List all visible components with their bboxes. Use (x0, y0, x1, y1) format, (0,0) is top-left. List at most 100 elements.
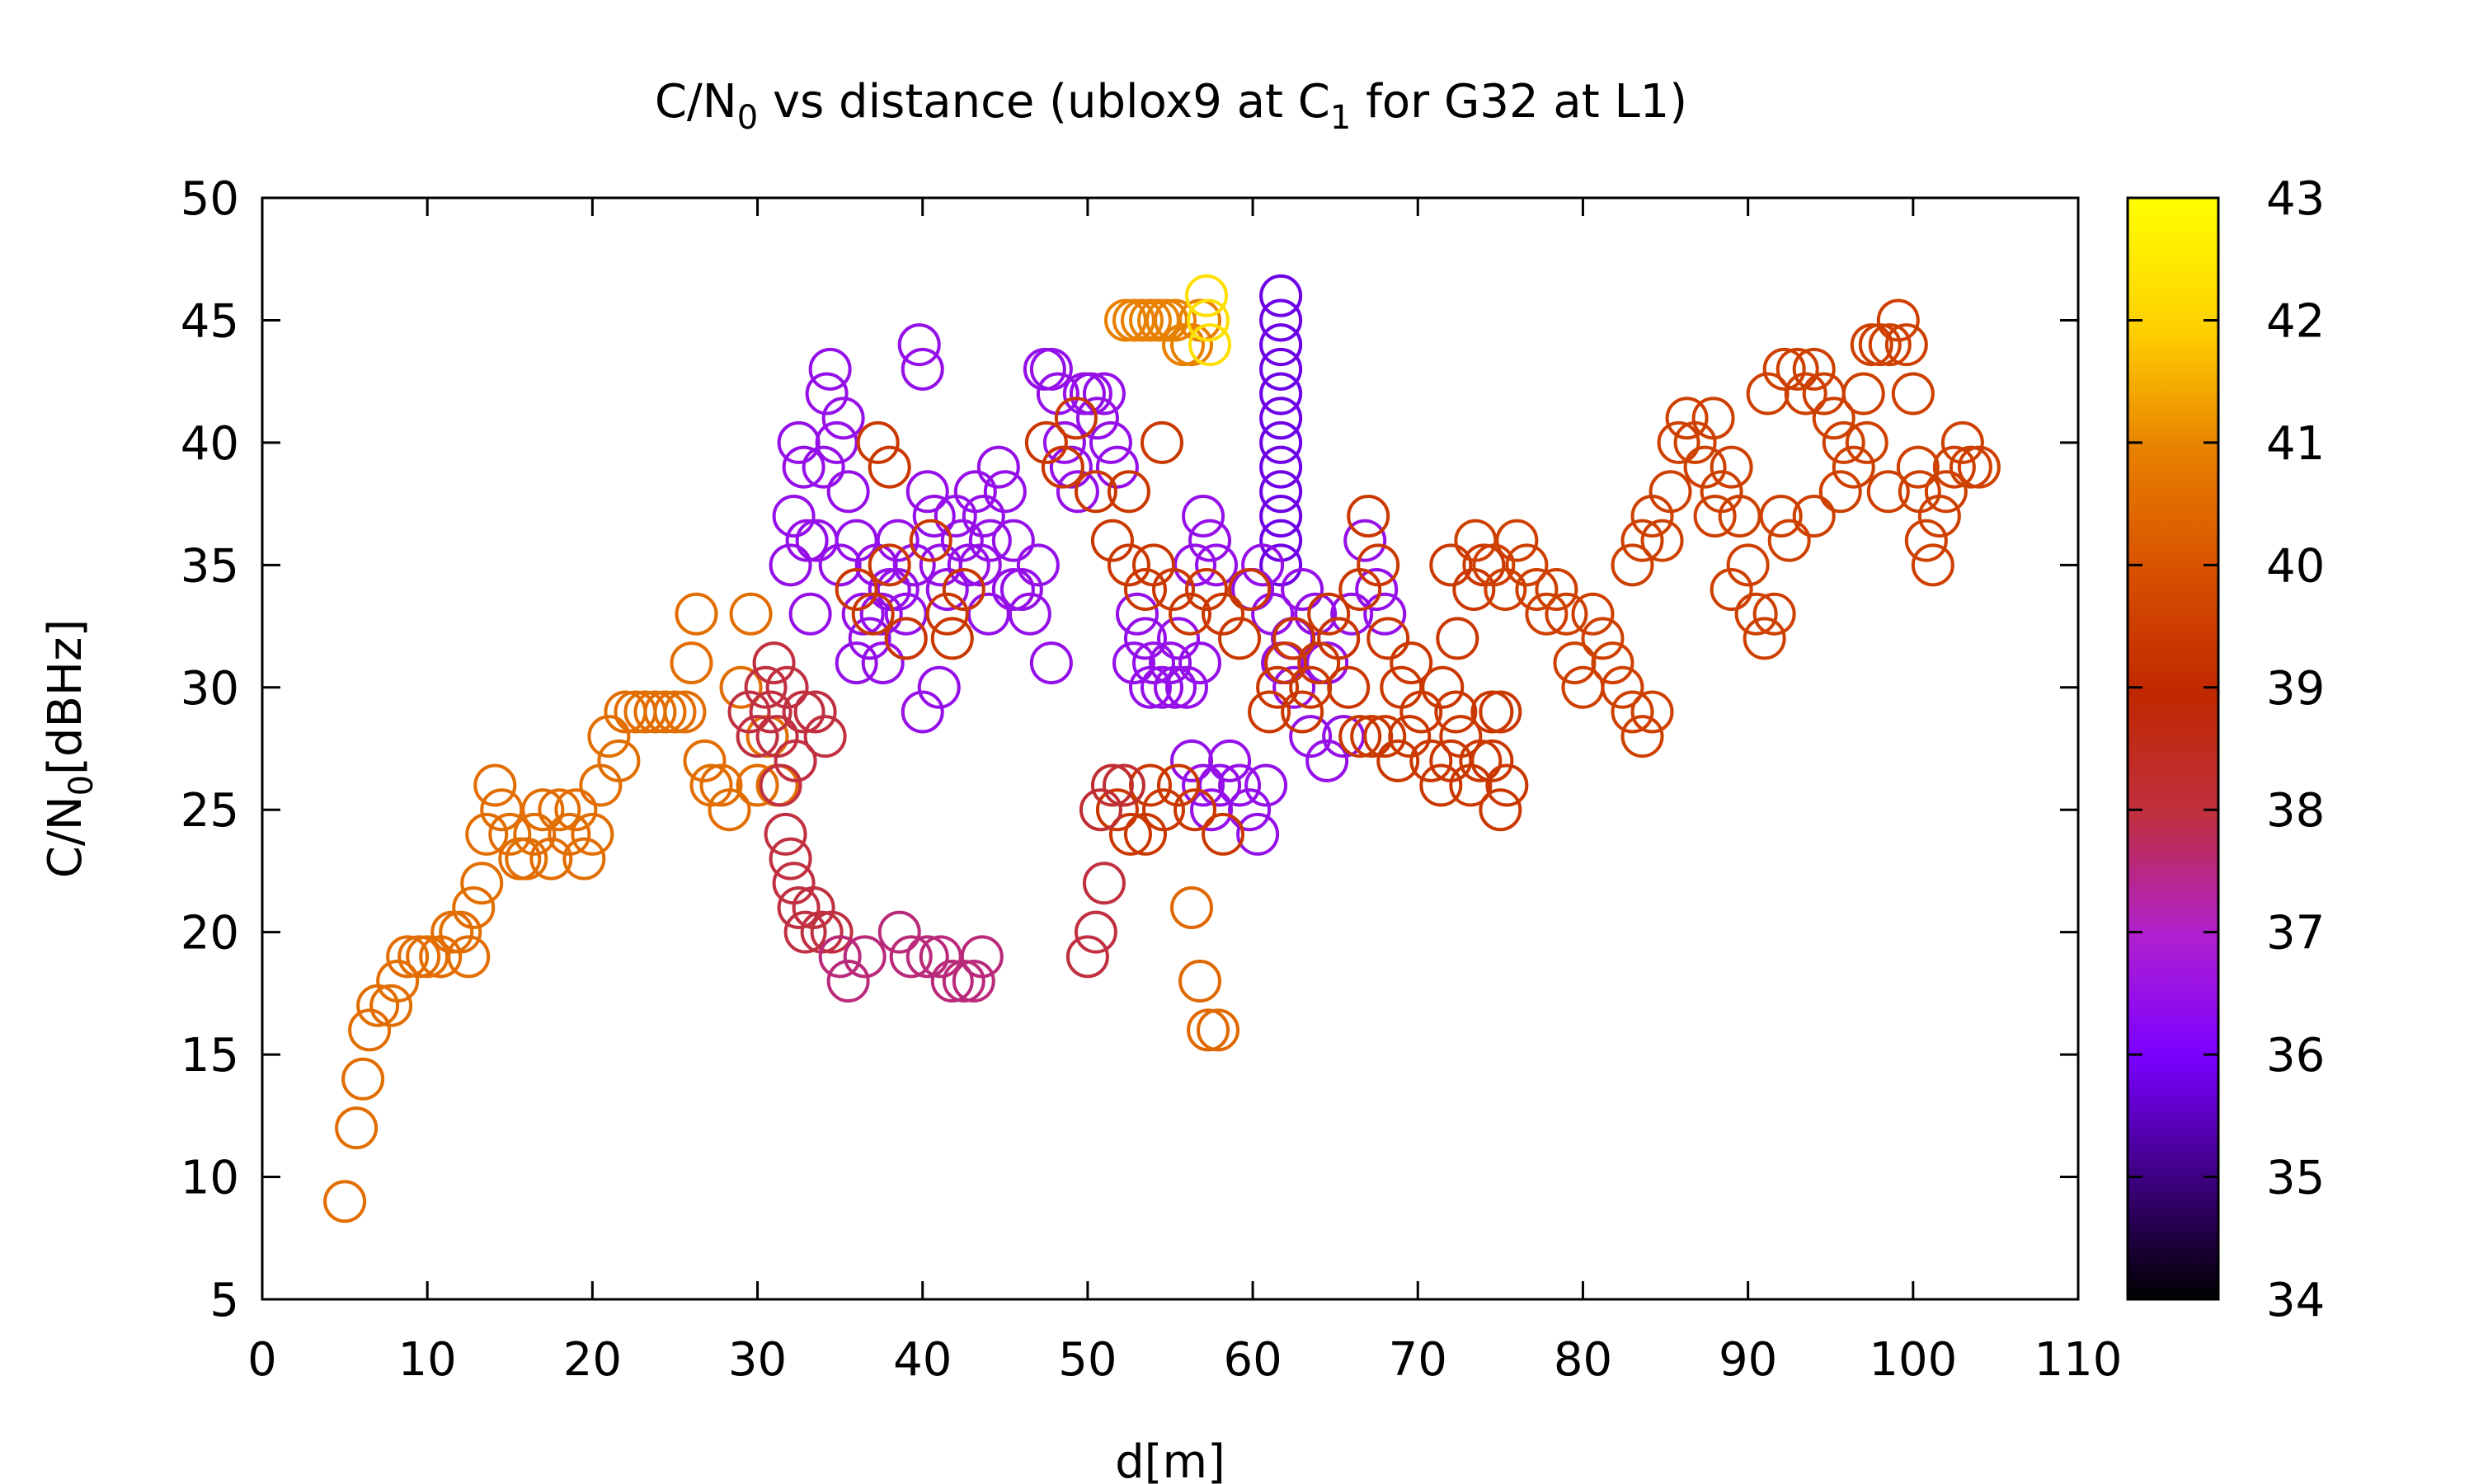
y-tick-label: 5 (209, 1274, 239, 1327)
data-point (905, 470, 949, 514)
data-point (1082, 862, 1126, 905)
data-point (1479, 690, 1522, 734)
data-point (439, 910, 482, 954)
data-point (1484, 568, 1527, 612)
title-middle: vs distance (ublox9 at C (758, 75, 1330, 129)
data-point (1136, 298, 1180, 342)
data-point (1131, 641, 1175, 685)
data-point (1157, 617, 1201, 660)
data-point (1611, 690, 1654, 734)
data-point (1581, 617, 1625, 660)
data-point (968, 519, 1012, 562)
data-point (633, 690, 677, 734)
data-point (983, 470, 1027, 514)
data-point (892, 543, 936, 587)
data-point (447, 935, 491, 979)
data-point (1259, 372, 1303, 416)
data-point (1049, 445, 1093, 489)
data-point (1307, 592, 1351, 636)
data-point (708, 788, 751, 832)
data-point (1259, 323, 1303, 367)
data-point (1896, 445, 1940, 489)
data-point (967, 592, 1010, 636)
data-point (675, 592, 718, 636)
data-point (782, 690, 825, 734)
title-main: C/N (655, 75, 737, 129)
data-point (960, 935, 1004, 979)
data-point (805, 372, 849, 416)
data-point (1154, 298, 1197, 342)
data-point (1079, 788, 1122, 832)
data-point (1174, 543, 1217, 587)
data-point (1436, 617, 1479, 660)
data-point (777, 885, 821, 929)
data-point (1112, 298, 1155, 342)
x-tick-label: 80 (1554, 1333, 1612, 1387)
colorbar-tick-label: 38 (2266, 784, 2325, 838)
data-point (1202, 592, 1245, 636)
data-point (877, 910, 921, 954)
data-point (1089, 420, 1132, 464)
x-tick-label: 70 (1389, 1333, 1447, 1387)
data-point (826, 960, 870, 1003)
data-point (1734, 592, 1778, 636)
y-tick-label: 35 (181, 539, 239, 593)
data-point (1380, 665, 1423, 709)
data-point (793, 690, 837, 734)
data-point (826, 470, 870, 514)
data-point (548, 812, 591, 856)
data-point (1459, 739, 1503, 782)
y-label-rest: [dBHz] (39, 619, 92, 775)
data-point (810, 910, 854, 954)
data-point (1515, 568, 1559, 612)
data-point (1347, 494, 1390, 538)
data-point (1421, 665, 1465, 709)
data-point (1832, 445, 1875, 489)
data-point (1152, 568, 1196, 612)
data-point (1767, 519, 1811, 562)
data-point (488, 812, 532, 856)
y-tick-label: 40 (181, 417, 239, 471)
data-point (1244, 763, 1288, 807)
data-point (868, 568, 911, 612)
colorbar-tick-label: 41 (2266, 417, 2325, 471)
data-point (1866, 470, 1910, 514)
y-label-subscript: 0 (63, 775, 101, 796)
data-point (597, 739, 641, 782)
data-point (736, 763, 779, 807)
data-point (999, 568, 1043, 612)
data-point (930, 960, 974, 1003)
data-point (1074, 910, 1117, 954)
data-point (473, 763, 517, 807)
data-point (1190, 788, 1234, 832)
data-point (876, 568, 920, 612)
data-point (1208, 739, 1252, 782)
data-point (1812, 397, 1856, 440)
data-point (1462, 543, 1506, 587)
data-point (1236, 812, 1280, 856)
colorbar-tick-label: 34 (2266, 1274, 2325, 1327)
x-tick-label: 90 (1719, 1333, 1777, 1387)
data-point (1495, 519, 1539, 562)
data-point (1259, 494, 1303, 538)
data-point (683, 739, 727, 782)
data-point (1472, 543, 1516, 587)
data-point (1041, 445, 1084, 489)
data-point (1218, 763, 1262, 807)
data-point (1884, 323, 1928, 367)
data-point (1390, 641, 1433, 685)
data-point (1429, 543, 1473, 587)
data-point (1259, 470, 1303, 514)
data-point (480, 788, 524, 832)
data-point (1056, 470, 1099, 514)
data-point (562, 837, 606, 881)
x-tick-label: 100 (1869, 1333, 1957, 1387)
data-point (1008, 592, 1051, 636)
data-point (1187, 298, 1230, 342)
y-tick-label: 50 (181, 172, 239, 226)
y-tick-label: 10 (181, 1152, 239, 1205)
colorbar (2126, 196, 2220, 1301)
data-point (1123, 568, 1167, 612)
data-point (727, 690, 771, 734)
data-point (991, 568, 1035, 612)
